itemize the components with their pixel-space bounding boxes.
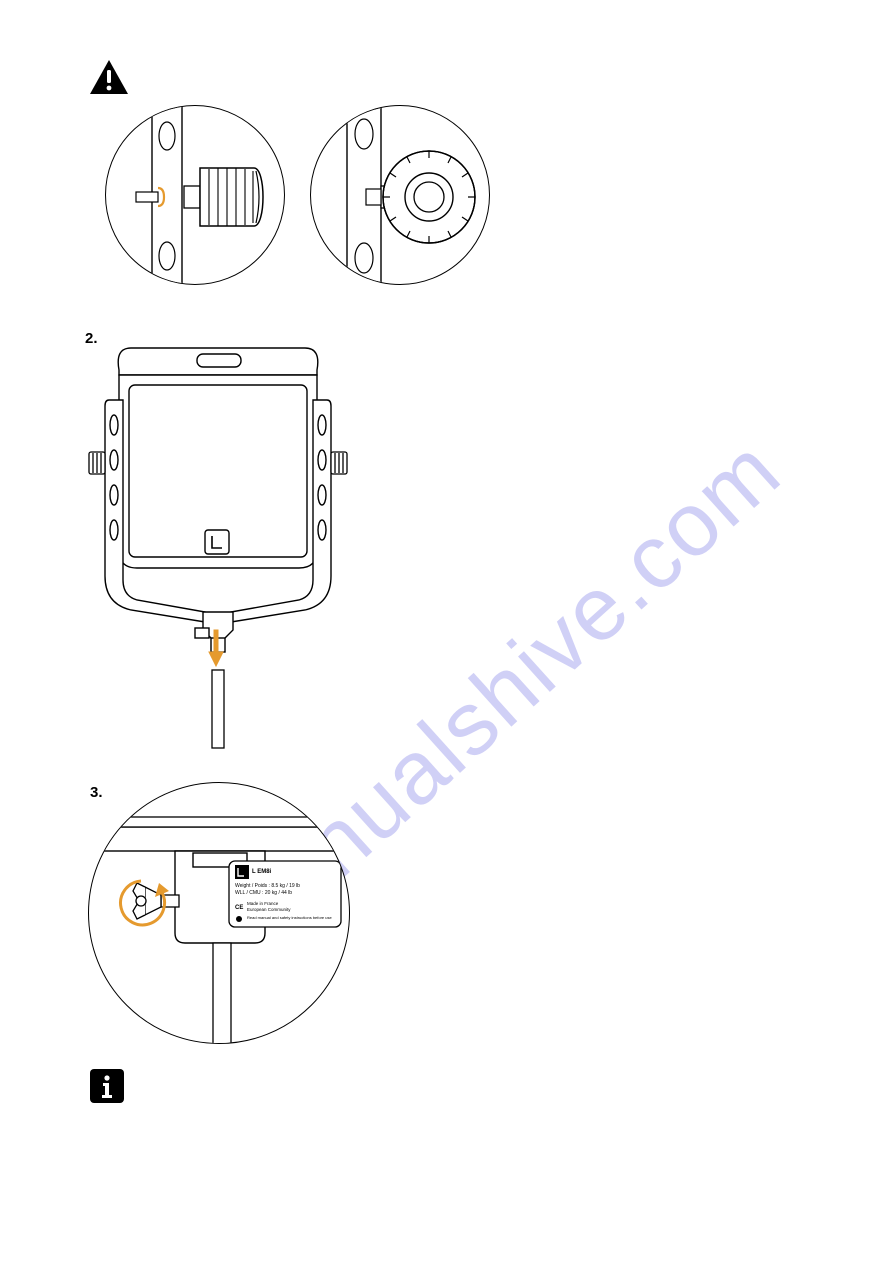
label-weight: Weight / Poids : 8.5 kg / 19 lb [235,883,300,889]
label-ec: European Community [247,907,291,912]
step-label-2: 2. [85,330,98,347]
figure-speaker-on-pole: 2. [85,330,355,750]
warning-icon [89,59,129,100]
figure-pole-lock-detail: 3. L EM8i Weight / Poids : 8.5 [88,782,350,1044]
label-ce: CE [235,905,243,911]
figure-knob-side [105,105,285,285]
label-title: L EM8i [252,869,272,875]
step-label-3: 3. [90,784,103,801]
figure-knob-front [310,105,490,285]
label-made: Made in France [247,901,279,906]
manual-page: manualshive.com [0,0,893,1263]
info-icon [89,1068,125,1109]
label-note: Read manual and safety instructions befo… [247,915,332,920]
label-wll: WLL / CMU : 20 kg / 44 lb [235,890,292,896]
